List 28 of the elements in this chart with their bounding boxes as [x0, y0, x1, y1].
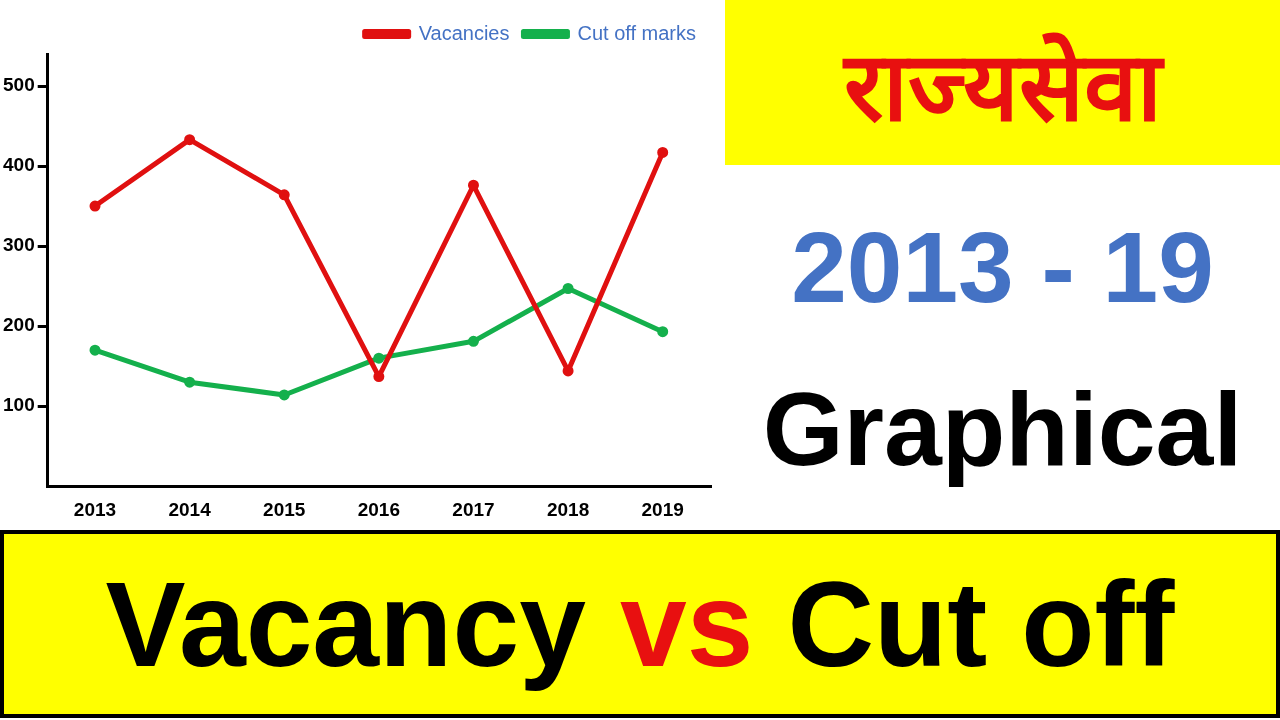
x-tick-label: 2013	[73, 498, 117, 520]
point	[373, 352, 385, 364]
x-tick-label: 2017	[452, 498, 495, 520]
x-tick-label: 2015	[263, 498, 306, 520]
y-tick-label: 300	[3, 234, 35, 256]
point	[89, 344, 101, 356]
y-tick-label: 100	[3, 394, 35, 416]
x-tick-label: 2014	[168, 498, 212, 520]
point	[89, 200, 101, 212]
x-tick-label: 2018	[546, 498, 590, 520]
point	[562, 283, 574, 295]
legend-label: Cut off marks	[577, 21, 697, 44]
point	[278, 389, 290, 401]
point	[184, 376, 196, 388]
point	[467, 335, 479, 347]
text: 2013 - 19	[790, 210, 1215, 325]
point	[278, 189, 290, 201]
text: Graphical	[761, 370, 1244, 489]
point	[184, 134, 196, 146]
y-tick-label: 500	[3, 74, 35, 96]
y-tick-label: 200	[3, 314, 35, 336]
x-tick-label: 2019	[641, 498, 684, 520]
y-tick-label: 400	[3, 154, 35, 176]
x-tick-label: 2016	[357, 498, 400, 520]
text: Vacancy vs Cut off	[105, 556, 1175, 693]
point	[657, 326, 669, 338]
point	[657, 146, 669, 158]
legend-label: Vacancies	[418, 21, 510, 44]
